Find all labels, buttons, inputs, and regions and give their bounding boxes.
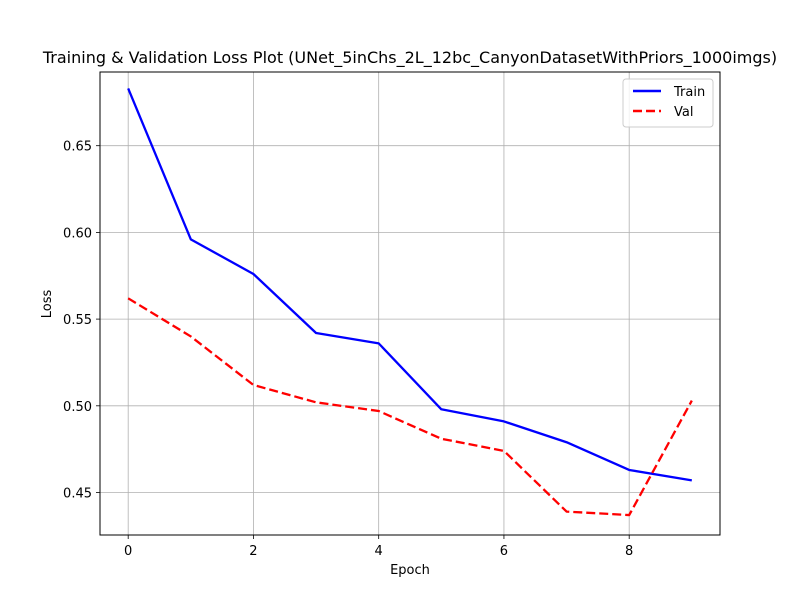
x-axis-label: Epoch <box>390 563 430 578</box>
y-tick-label: 0.65 <box>63 140 92 155</box>
grid <box>100 72 720 535</box>
series-lines <box>127 88 693 517</box>
legend-label-train: Train <box>673 85 705 100</box>
legend-label-val: Val <box>674 105 693 120</box>
legend: Train Val <box>622 78 714 128</box>
x-axis-ticks: 0 2 4 6 8 <box>124 535 633 559</box>
y-axis-ticks: 0.45 0.50 0.55 0.60 0.65 <box>63 140 100 502</box>
x-tick-label: 0 <box>124 544 132 559</box>
y-tick-label: 0.50 <box>63 400 92 415</box>
y-axis-label: Loss <box>40 290 55 319</box>
chart-title: Training & Validation Loss Plot (UNet_5i… <box>42 48 777 68</box>
y-tick-label: 0.60 <box>63 226 92 241</box>
x-tick-label: 4 <box>375 544 383 559</box>
series-line-train <box>127 88 693 482</box>
x-tick-label: 8 <box>625 544 633 559</box>
plot-frame <box>99 71 721 536</box>
y-tick-label: 0.55 <box>63 313 92 328</box>
y-tick-label: 0.45 <box>63 487 92 502</box>
x-tick-label: 6 <box>500 544 508 559</box>
series-line-val <box>127 297 693 517</box>
x-tick-label: 2 <box>249 544 257 559</box>
